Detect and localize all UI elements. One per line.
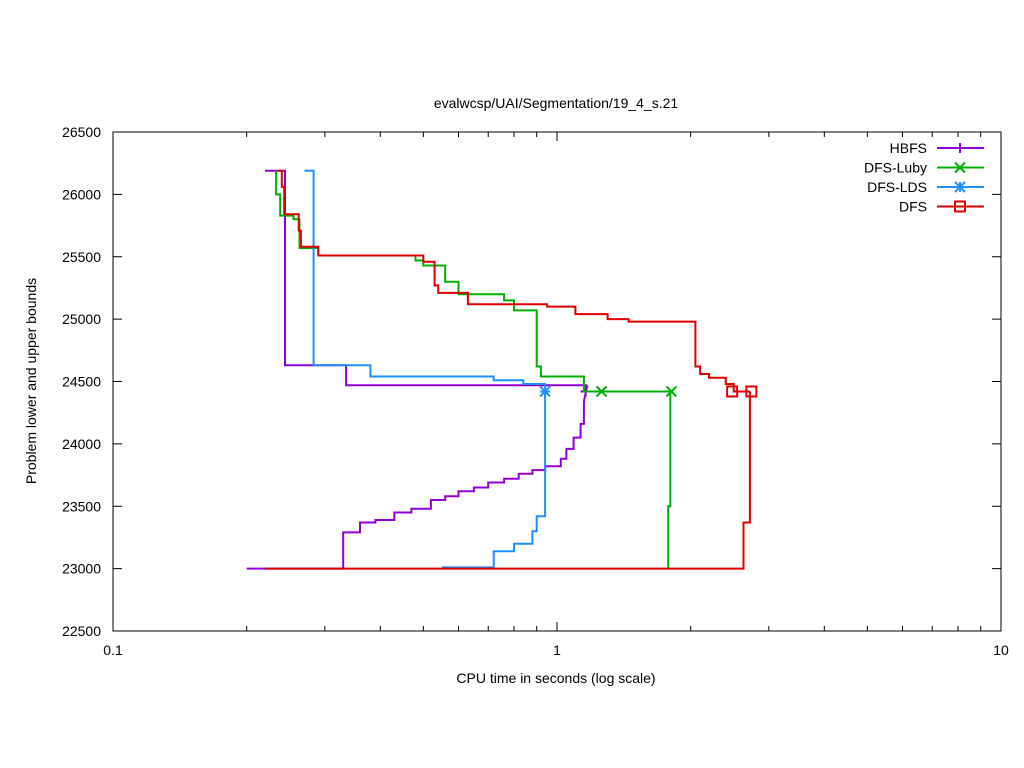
- series-dfs-luby-point: [595, 385, 608, 398]
- y-tick-label: 23000: [62, 561, 101, 577]
- legend: HBFS DFS-Luby DFS-LDS DFS: [864, 140, 984, 215]
- y-tick-label: 24500: [62, 374, 101, 390]
- legend-label: DFS: [899, 199, 927, 215]
- series-dfs: [265, 169, 758, 570]
- legend-marker: [954, 200, 966, 213]
- legend-label: HBFS: [890, 140, 927, 156]
- y-tick-label: 25500: [62, 249, 101, 265]
- y-tick-label: 22500: [62, 623, 101, 639]
- plot-area: [246, 169, 758, 570]
- y-tick-label: 24000: [62, 436, 101, 452]
- series-dfs-point: [726, 385, 739, 398]
- x-tick-label: 0.1: [103, 642, 123, 658]
- y-tick-label: 26000: [62, 186, 101, 202]
- series-dfs-luby-upper-bound-line: [275, 170, 671, 393]
- series-dfs-luby: [275, 170, 678, 569]
- series-dfs-lds-upper-bound-line: [304, 169, 547, 392]
- legend-label: DFS-LDS: [867, 179, 927, 195]
- series-dfs-luby-lower-bound-line: [667, 391, 672, 569]
- plot-frame: [112, 131, 1002, 632]
- legend-marker: [954, 161, 966, 174]
- y-axis-label: Problem lower and upper bounds: [23, 278, 39, 484]
- axes: 22500 23000 23500 24000 24500 25000 25500 26000…: [62, 124, 1009, 658]
- legend-item-dfs-luby: DFS-Luby: [864, 160, 984, 176]
- series-dfs-upper-bound-line: [277, 169, 750, 393]
- chart-title: evalwcsp/UAI/Segmentation/19_4_s.21: [434, 95, 679, 111]
- legend-marker: [955, 143, 965, 153]
- y-tick-label: 25000: [62, 311, 101, 327]
- series-dfs-lower-bound-line: [265, 391, 751, 570]
- series-dfs-lds-lower-bound-line: [441, 391, 547, 569]
- x-tick-label: 10: [993, 642, 1009, 658]
- series-dfs-luby-point: [665, 385, 678, 398]
- legend-label: DFS-Luby: [864, 160, 927, 176]
- legend-marker: [954, 181, 966, 193]
- legend-item-dfs-lds: DFS-LDS: [867, 179, 984, 195]
- series-dfs-point: [745, 385, 758, 398]
- legend-item-dfs: DFS: [899, 199, 984, 215]
- x-axis-label: CPU time in seconds (log scale): [456, 670, 655, 686]
- x-tick-label: 1: [553, 642, 561, 658]
- series-dfs-lds: [304, 169, 551, 569]
- series-hbfs-lower-bound-line: [246, 384, 589, 570]
- legend-item-hbfs: HBFS: [890, 140, 984, 156]
- series-dfs-lds-point: [539, 385, 551, 398]
- y-tick-label: 26500: [62, 124, 101, 140]
- y-tick-label: 23500: [62, 498, 101, 514]
